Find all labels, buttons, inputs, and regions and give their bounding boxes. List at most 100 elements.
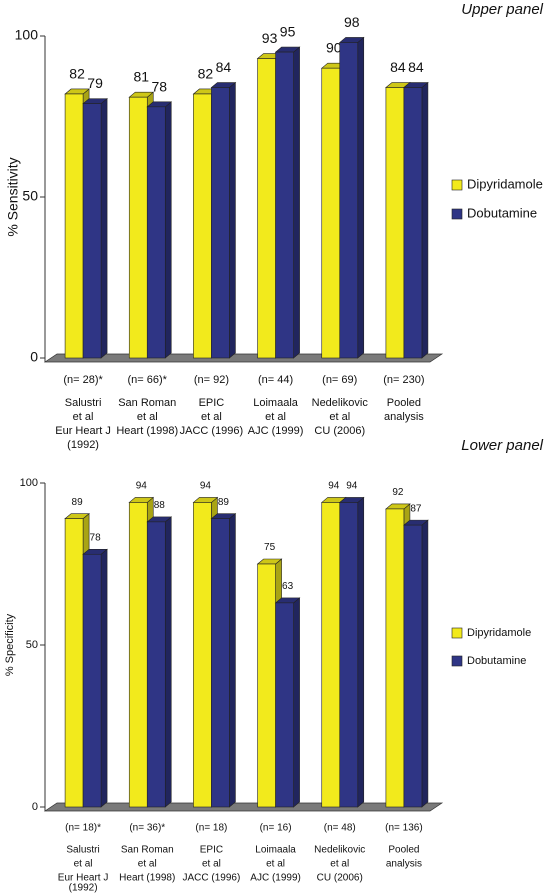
x-tick-label: Pooled: [387, 397, 421, 409]
value-label: 90: [326, 40, 342, 56]
legend-swatch: [451, 208, 463, 220]
x-tick-label: Heart (1998): [116, 425, 178, 437]
value-label: 84: [390, 59, 406, 75]
bar: [211, 518, 230, 808]
x-tick-label: Salustri: [66, 845, 99, 856]
x-tick-label: JACC (1996): [180, 425, 244, 437]
value-label: 89: [218, 497, 230, 508]
y-axis-label: % Sensitivity: [5, 157, 21, 236]
y-tick-label: 0: [32, 801, 38, 813]
x-tick-label: (n= 92): [194, 374, 229, 386]
x-tick-label: Loimaala: [255, 845, 296, 856]
x-tick-label: (n= 69): [322, 374, 357, 386]
bar: [64, 518, 84, 808]
bar: [146, 106, 166, 359]
x-tick-label: (n= 48): [324, 823, 356, 834]
bar: [339, 502, 359, 808]
legend-label: Dobutamine: [467, 655, 526, 667]
panel-title: Upper panel: [461, 1, 543, 18]
y-axis-label: % Specificity: [4, 613, 16, 676]
value-label: 63: [282, 581, 294, 592]
bar-side: [421, 519, 429, 808]
bar: [275, 51, 294, 359]
bar: [128, 96, 148, 359]
y-tick-label: 50: [22, 188, 38, 204]
x-tick-label: (n= 18): [195, 823, 227, 834]
bar: [403, 524, 423, 808]
bar-side: [164, 101, 172, 359]
x-tick-label: (n= 230): [383, 374, 424, 386]
value-label: 79: [87, 75, 103, 91]
value-label: 82: [69, 65, 85, 81]
x-tick-label: et al: [73, 411, 94, 423]
bar: [82, 103, 102, 359]
bar: [257, 563, 276, 808]
y-tick-label: 0: [30, 349, 38, 365]
value-label: 84: [408, 59, 424, 75]
x-tick-label: Nedelikovic: [312, 397, 369, 409]
bar: [211, 87, 230, 359]
y-tick-label: 100: [20, 477, 38, 489]
x-tick-label: Salustri: [65, 397, 102, 409]
bar: [146, 521, 166, 808]
legend-label: Dipyridamole: [467, 627, 531, 639]
bar: [385, 87, 405, 359]
value-label: 88: [154, 500, 166, 511]
value-label: 98: [344, 14, 360, 30]
bar: [321, 67, 341, 359]
x-tick-label: CU (2006): [314, 425, 365, 437]
x-tick-label: et al: [138, 859, 157, 870]
x-tick-label: Eur Heart J: [58, 873, 109, 884]
x-tick-label: San Roman: [118, 397, 176, 409]
value-label: 92: [392, 487, 404, 498]
bar-side: [100, 97, 108, 359]
value-label: 94: [346, 481, 358, 492]
y-tick-label: 100: [15, 27, 39, 43]
x-tick-label: et al: [202, 859, 221, 870]
bar-side: [293, 597, 300, 808]
x-tick-label: et al: [265, 411, 286, 423]
x-tick-label: (n= 18)*: [65, 823, 101, 834]
x-tick-label: Loimaala: [253, 397, 299, 409]
x-tick-label: (1992): [67, 439, 99, 451]
legend-label: Dobutamine: [467, 205, 537, 220]
bar: [275, 602, 294, 808]
bar: [321, 502, 341, 808]
bar: [403, 87, 423, 359]
x-tick-label: (n= 66)*: [128, 374, 168, 386]
bar: [257, 58, 276, 359]
value-label: 78: [151, 78, 167, 94]
x-tick-label: et al: [329, 411, 350, 423]
x-tick-label: (n= 28)*: [63, 374, 103, 386]
panel-title: Lower panel: [461, 437, 543, 454]
value-label: 94: [328, 481, 340, 492]
x-tick-label: analysis: [386, 859, 422, 870]
x-tick-label: Heart (1998): [119, 873, 175, 884]
value-label: 95: [280, 24, 296, 40]
value-label: 82: [198, 65, 214, 81]
x-tick-label: et al: [74, 859, 93, 870]
y-tick-label: 50: [26, 639, 38, 651]
value-label: 84: [216, 59, 232, 75]
x-tick-label: San Roman: [121, 845, 174, 856]
x-tick-label: et al: [201, 411, 222, 423]
bar: [64, 93, 84, 359]
value-label: 78: [90, 532, 102, 543]
legend-swatch: [451, 655, 463, 667]
bar-side: [100, 548, 108, 808]
value-label: 94: [200, 481, 212, 492]
x-tick-label: et al: [266, 859, 285, 870]
bar: [193, 93, 212, 359]
value-label: 89: [72, 497, 84, 508]
x-tick-label: Nedelikovic: [314, 845, 365, 856]
bar: [339, 42, 359, 359]
x-tick-label: (n= 16): [260, 823, 292, 834]
x-tick-label: EPIC: [199, 397, 225, 409]
x-tick-label: JACC (1996): [183, 873, 241, 884]
x-tick-label: (n= 36)*: [129, 823, 165, 834]
value-label: 94: [136, 481, 148, 492]
value-label: 87: [410, 503, 422, 514]
bar: [82, 553, 102, 808]
bar-side: [421, 81, 429, 359]
